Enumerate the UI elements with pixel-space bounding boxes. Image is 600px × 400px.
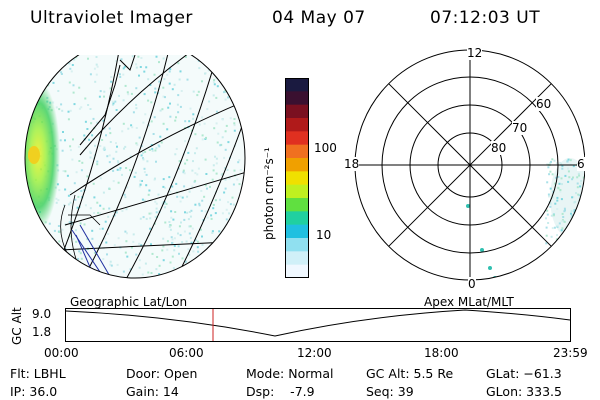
geographic-label: Geographic Lat/Lon — [70, 295, 188, 309]
colorbar-segment — [285, 118, 309, 132]
info-mode: Mode: Normal — [246, 366, 334, 381]
info-glon: GLon: 333.5 — [486, 384, 562, 399]
colorbar-segment — [285, 211, 309, 226]
timeline-xtick-2359: 23:59 — [553, 346, 588, 360]
colorbar-segment — [285, 198, 309, 212]
timeline-xtick-0000: 00:00 — [44, 346, 79, 360]
polar-label-18: 18 — [344, 157, 360, 171]
info-gain: Gain: 14 — [126, 384, 179, 399]
colorbar-segment — [285, 144, 309, 159]
time-label: 07:12:03 UT — [430, 8, 541, 28]
colorbar-segment — [285, 264, 309, 278]
apex-label: Apex MLat/MLT — [424, 295, 514, 309]
timeline-xtick-0600: 06:00 — [169, 346, 204, 360]
colorbar-segment — [285, 158, 309, 172]
timeline-axis-label: GC Alt — [10, 307, 24, 345]
polar-label-0: 0 — [468, 277, 476, 291]
timeline-xtick-1200: 12:00 — [297, 346, 332, 360]
timeline-ytick-high: 9.0 — [32, 307, 52, 321]
altitude-timeline — [65, 308, 571, 342]
polar-lat-60: 60 — [536, 97, 552, 111]
polar-label-12: 12 — [467, 46, 483, 60]
polar-plot — [354, 49, 585, 281]
geographic-image — [24, 55, 246, 279]
colorbar-tick-100: 100 — [314, 141, 337, 155]
info-flt: Flt: LBHL — [10, 366, 66, 381]
colorbar-segment — [285, 251, 309, 266]
polar-label-6: 6 — [577, 157, 585, 171]
info-ip: IP: 36.0 — [10, 384, 58, 399]
colorbar — [285, 78, 309, 278]
colorbar-segment — [285, 171, 309, 186]
polar-lat-80: 80 — [491, 141, 507, 155]
timeline-xtick-1800: 18:00 — [424, 346, 459, 360]
date-label: 04 May 07 — [272, 8, 366, 28]
colorbar-unit-label: photon cm⁻²s⁻¹ — [262, 147, 276, 240]
title: Ultraviolet Imager — [30, 8, 193, 28]
polar-lat-70: 70 — [512, 121, 528, 135]
colorbar-segment — [285, 184, 309, 199]
colorbar-segment — [285, 104, 309, 119]
info-door: Door: Open — [126, 366, 198, 381]
colorbar-segment — [285, 78, 309, 92]
colorbar-segment — [285, 238, 309, 252]
info-seq: Seq: 39 — [366, 384, 414, 399]
colorbar-segment — [285, 91, 309, 106]
colorbar-tick-10: 10 — [316, 228, 332, 242]
colorbar-segment — [285, 224, 309, 239]
info-gc-alt: GC Alt: 5.5 Re — [366, 366, 454, 381]
info-glat: GLat: −61.3 — [486, 366, 562, 381]
colorbar-segment — [285, 131, 309, 146]
info-dsp: Dsp: -7.9 — [246, 384, 315, 399]
timeline-ytick-low: 1.8 — [32, 325, 52, 339]
